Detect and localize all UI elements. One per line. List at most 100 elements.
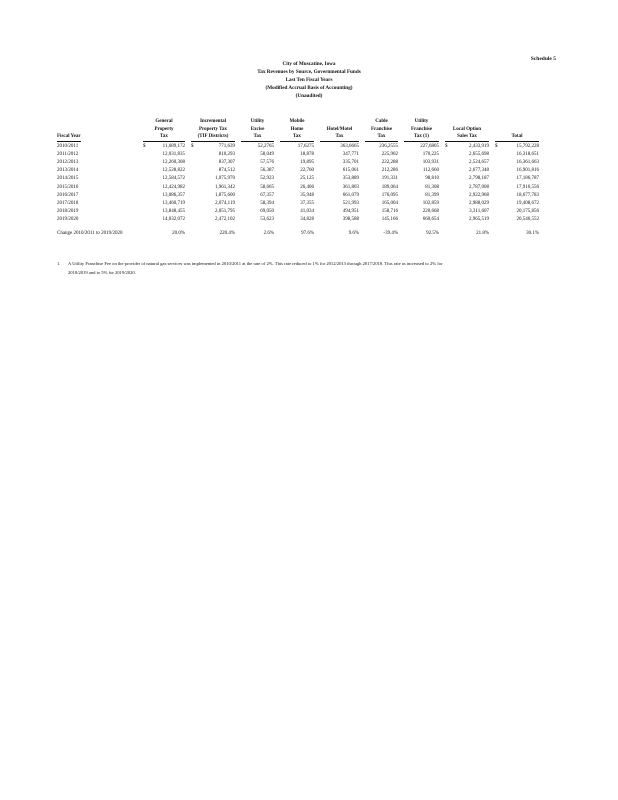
change-hotel-motel-tax: 9.6% xyxy=(348,230,359,236)
cell-value: 361,803 xyxy=(342,184,359,190)
cell-value: 19,895 xyxy=(300,159,314,165)
column-header-label: Utility Franchise Tax (1) xyxy=(404,118,439,142)
cell-value: 2,524,657 xyxy=(469,159,489,165)
cell-hotel-motel-tax: 363,6665 xyxy=(317,143,362,151)
cell-value: 158,716 xyxy=(381,209,398,215)
cell-cable-franchise-tax: 189,064 xyxy=(362,184,401,192)
footnote-number: 1. xyxy=(57,261,61,266)
cell-hotel-motel-tax: 361,803 xyxy=(317,184,362,192)
cell-value: 12,031,835 xyxy=(162,151,186,157)
cell-value: 18,878 xyxy=(300,151,314,157)
cell-value: 660,654 xyxy=(422,217,439,223)
cell-value: 15,792,228 xyxy=(516,143,540,149)
cell-value: 2018/2019 xyxy=(57,209,79,215)
cell-local-option-sales-tax: 2,787,008 xyxy=(442,184,492,192)
cell-value: 494,951 xyxy=(342,209,359,215)
cell-utility-franchise-tax: 98,810 xyxy=(401,175,442,183)
cell-mobile-home-tax: 34,828 xyxy=(277,216,317,224)
cell-value: 19,408,672 xyxy=(516,200,540,206)
cell-total: $15,792,228 xyxy=(492,143,542,151)
cell-value: 335,701 xyxy=(342,159,359,165)
cell-value: 1,961,342 xyxy=(215,184,235,190)
header-line: Tax xyxy=(377,134,386,139)
cell-value: 398,588 xyxy=(342,217,359,223)
cell-total: 16,901,816 xyxy=(492,167,542,175)
cell-value: 2,433,919 xyxy=(469,143,489,149)
cell-general-property-tax: $11,689,172 xyxy=(140,143,188,151)
header-line: Mobile xyxy=(289,119,305,124)
cell-utility-franchise-tax: 102,859 xyxy=(401,200,442,208)
tax-revenue-table: Fiscal Year General Property Tax Incremental… xyxy=(57,118,542,238)
cell-value: 17,910,556 xyxy=(516,184,540,190)
cell-cable-franchise-tax: 236,2555 xyxy=(362,143,401,151)
cell-general-property-tax: 13,086,357 xyxy=(140,192,188,200)
title-unaudited: (Unaudited) xyxy=(295,93,323,99)
cell-fiscal-year: 2015/2016 xyxy=(57,184,140,192)
currency-symbol: $ xyxy=(191,143,194,149)
header-line: Franchise xyxy=(370,126,393,132)
cell-hotel-motel-tax: 494,951 xyxy=(317,208,362,216)
table-row: 2019/2020 14,032,072 2,472,102 53,623 34,828… xyxy=(57,216,542,224)
cell-value: 212,286 xyxy=(381,168,398,174)
cell-value: 2,965,519 xyxy=(469,217,489,223)
cell-value: 2015/2016 xyxy=(57,184,79,190)
cell-value: 52,923 xyxy=(260,176,274,182)
cell-total: 16,361,663 xyxy=(492,159,542,167)
cell-value: 112,660 xyxy=(422,168,439,174)
column-header-label: Mobile Home Tax xyxy=(280,118,314,142)
header-line: Sales Tax xyxy=(457,134,477,139)
change-utility-franchise-tax: 92.5% xyxy=(426,230,439,236)
cell-value: 11,689,172 xyxy=(162,143,185,149)
cell-fiscal-year: 2017/2018 xyxy=(57,200,140,208)
header-line: Utility xyxy=(250,119,265,124)
cell-value: 2,922,968 xyxy=(469,192,489,198)
change-mobile-home-tax: 97.6% xyxy=(301,230,314,236)
header-line: Tax xyxy=(160,134,168,139)
cell-total: 20,175,856 xyxy=(492,208,542,216)
cell-value: 2013/2014 xyxy=(57,168,79,174)
cell-value: 176,095 xyxy=(381,192,398,198)
cell-utility-excise-tax: 53,623 xyxy=(238,216,277,224)
cell-utility-excise-tax: 58,665 xyxy=(238,184,277,192)
cell-value: 837,307 xyxy=(218,159,235,165)
cell-mobile-home-tax: 18,878 xyxy=(277,151,317,159)
column-header-label: General Property Tax xyxy=(143,118,185,142)
cell-cable-franchise-tax: 225,902 xyxy=(362,151,401,159)
column-header-utility-excise-tax: Utility Excise Tax xyxy=(238,118,277,143)
cell-cable-franchise-tax: 165,004 xyxy=(362,200,401,208)
change-cable-franchise-tax: -39.4% xyxy=(383,230,398,236)
cell-local-option-sales-tax: 2,524,657 xyxy=(442,159,492,167)
cell-local-option-sales-tax: 3,311,607 xyxy=(442,208,492,216)
cell-cable-franchise-tax: 145,166 xyxy=(362,216,401,224)
table-row: 2016/2017 13,086,357 1,875,600 67,357 35,948… xyxy=(57,192,542,200)
change-fiscal-year: Change 2010/2011 to 2019/2020 xyxy=(57,230,123,236)
cell-utility-excise-tax: 56,387 xyxy=(238,167,277,175)
cell-utility-excise-tax: 58,394 xyxy=(238,200,277,208)
cell-value: 347,771 xyxy=(342,151,359,157)
cell-cable-franchise-tax: 176,095 xyxy=(362,192,401,200)
header-line: Tax xyxy=(253,134,262,139)
cell-total: 16,318,651 xyxy=(492,151,542,159)
change-total: 30.1% xyxy=(526,230,539,236)
cell-general-property-tax: 13,460,719 xyxy=(140,200,188,208)
cell-fiscal-year: 2013/2014 xyxy=(57,167,140,175)
cell-local-option-sales-tax: 2,988,029 xyxy=(442,200,492,208)
cell-value: 58,049 xyxy=(260,151,274,157)
cell-fiscal-year: 2014/2015 xyxy=(57,175,140,183)
cell-total: 17,910,556 xyxy=(492,184,542,192)
column-header-general-property-tax: General Property Tax xyxy=(140,118,188,143)
cell-value: 189,064 xyxy=(381,184,398,190)
cell-hotel-motel-tax: 398,588 xyxy=(317,216,362,224)
cell-local-option-sales-tax: 2,922,968 xyxy=(442,192,492,200)
cell-value: 13,460,719 xyxy=(162,200,186,206)
column-header-label: Local Option Sales Tax xyxy=(445,126,489,142)
cell-general-property-tax: 12,031,835 xyxy=(140,151,188,159)
cell-value: 41,034 xyxy=(300,209,314,215)
header-line: Property Tax xyxy=(198,126,228,132)
table-row: 2010/2011 $11,689,172 $771,639 52,2765 17,62… xyxy=(57,143,542,151)
currency-symbol: $ xyxy=(445,143,448,149)
table-row: 2018/2019 13,848,455 2,051,795 69,050 41,034… xyxy=(57,208,542,216)
cell-value: 615,061 xyxy=(342,168,359,174)
header-row: Fiscal Year General Property Tax Incremental… xyxy=(57,118,542,143)
cell-value: 16,901,816 xyxy=(516,168,540,174)
